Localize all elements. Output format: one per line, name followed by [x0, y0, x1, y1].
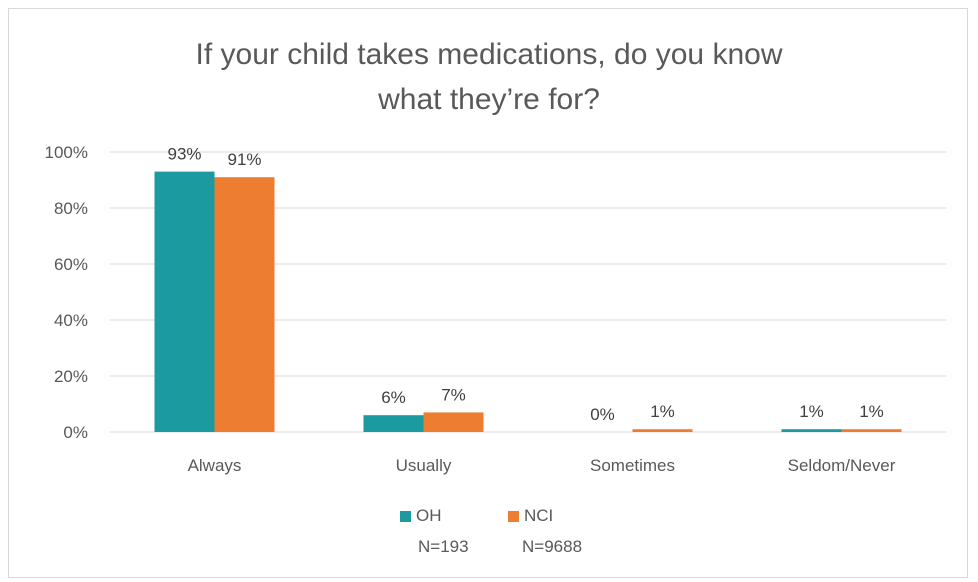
chart-title-line-1: If your child takes medications, do you … [195, 38, 783, 71]
bar-nci-usually [423, 412, 484, 432]
legend-note-oh: N=193 [418, 537, 469, 556]
bar-oh-always [154, 171, 215, 432]
x-tick-label: Seldom/Never [788, 456, 896, 475]
legend-item-oh: OH [400, 506, 442, 526]
legend-label-nci: NCI [524, 506, 554, 525]
bar-oh-usually [363, 415, 424, 432]
legend-note-nci: N=9688 [522, 537, 583, 556]
y-tick-label: 40% [54, 311, 88, 330]
y-tick-label: 20% [54, 367, 88, 386]
legend-label-oh: OH [416, 506, 442, 525]
bar-nci-always [214, 177, 275, 432]
data-label: 93% [167, 145, 201, 164]
data-label: 1% [650, 402, 675, 421]
bar-nci-sometimes [632, 429, 693, 432]
x-tick-label: Always [188, 456, 242, 475]
bar-nci-seldom-never [841, 429, 902, 432]
y-tick-label: 80% [54, 199, 88, 218]
y-tick-label: 100% [45, 143, 88, 162]
data-label: 7% [441, 385, 466, 404]
legend: OH NCI N=193 N=9688 [0, 506, 978, 566]
data-label: 91% [227, 150, 261, 169]
chart-title: If your child takes medications, do you … [0, 32, 978, 122]
data-label: 1% [799, 402, 824, 421]
legend-swatch-nci [508, 511, 519, 523]
x-tick-label: Usually [396, 456, 452, 475]
data-label: 0% [590, 405, 615, 424]
y-tick-label: 60% [54, 255, 88, 274]
legend-swatch-oh [400, 511, 411, 523]
data-label: 6% [381, 388, 406, 407]
chart-title-line-2: what they’re for? [378, 83, 600, 116]
legend-item-nci: NCI [508, 506, 553, 526]
y-tick-label: 0% [63, 423, 88, 442]
bar-oh-seldom-never [781, 429, 842, 432]
data-label: 1% [859, 402, 884, 421]
x-tick-label: Sometimes [590, 456, 675, 475]
